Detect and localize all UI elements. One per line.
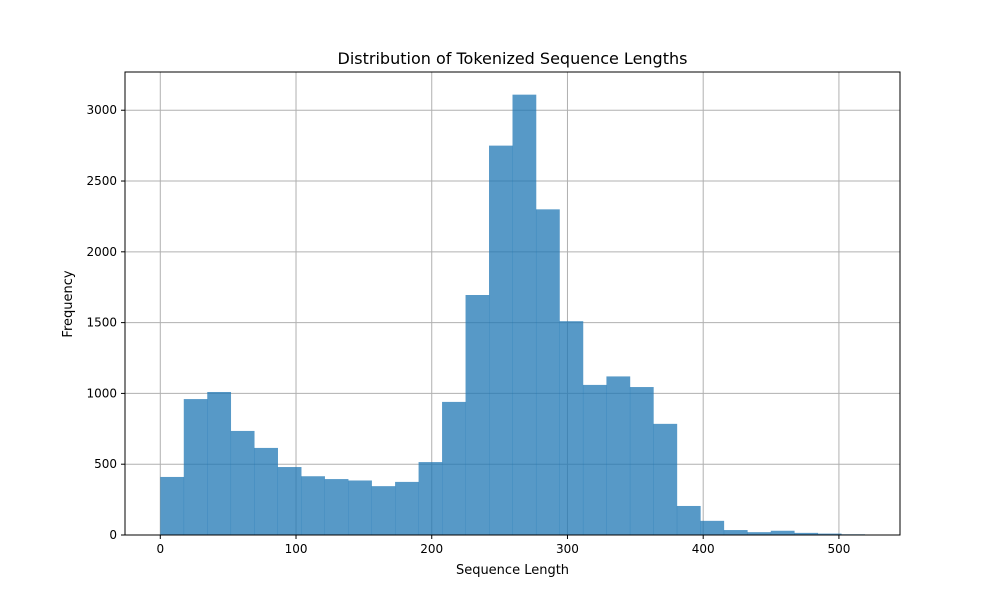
y-tick-label: 500 [94,457,117,471]
histogram-bar [442,401,466,535]
histogram-bar [770,530,795,535]
y-tick-label: 3000 [86,103,117,117]
histogram-bar [277,467,302,535]
y-tick-label: 2000 [86,245,117,259]
histogram-bar [723,530,748,535]
histogram-bar [512,94,537,536]
y-tick-label: 0 [109,528,117,542]
histogram-bar [324,479,349,535]
histogram-bar [371,486,396,535]
histogram-bar [606,376,631,535]
histogram-bar [395,481,419,535]
x-tick-label: 500 [827,542,850,556]
histogram-bar [653,423,678,535]
y-axis-label: Frequency [61,270,76,337]
histogram-bars [160,94,866,536]
x-tick-label: 100 [285,542,308,556]
histogram-bar [559,321,584,535]
x-tick-label: 0 [156,542,164,556]
histogram-bar [535,209,560,535]
histogram-bar [817,533,842,535]
histogram-bar [700,520,725,535]
histogram-bar [254,447,278,535]
histogram-bar [348,480,372,535]
histogram-bar [582,384,607,535]
y-tick-label: 1000 [86,386,117,400]
histogram-bar [747,532,772,535]
histogram-bar [301,476,325,535]
axis-ticks: 0 100 200 300 400 500 0 500 1000 1500 2000 2500 3000 [86,103,850,556]
y-tick-label: 2500 [86,174,117,188]
histogram-bar [794,532,819,535]
histogram-bar [160,476,185,535]
histogram-bar [629,387,654,535]
histogram-bar [489,145,513,536]
histogram-bar [183,399,208,535]
histogram-bar [418,462,443,535]
histogram-bar [230,430,255,535]
histogram-bar [465,295,490,535]
histogram-bar [207,391,232,535]
histogram-bar [676,505,701,535]
chart-title: Distribution of Tokenized Sequence Lengt… [338,49,688,68]
x-tick-label: 400 [692,542,715,556]
x-axis-label: Sequence Length [456,563,569,578]
y-tick-label: 1500 [86,316,117,330]
plot-area-frame [124,71,901,536]
x-tick-label: 200 [420,542,443,556]
x-tick-label: 300 [556,542,579,556]
